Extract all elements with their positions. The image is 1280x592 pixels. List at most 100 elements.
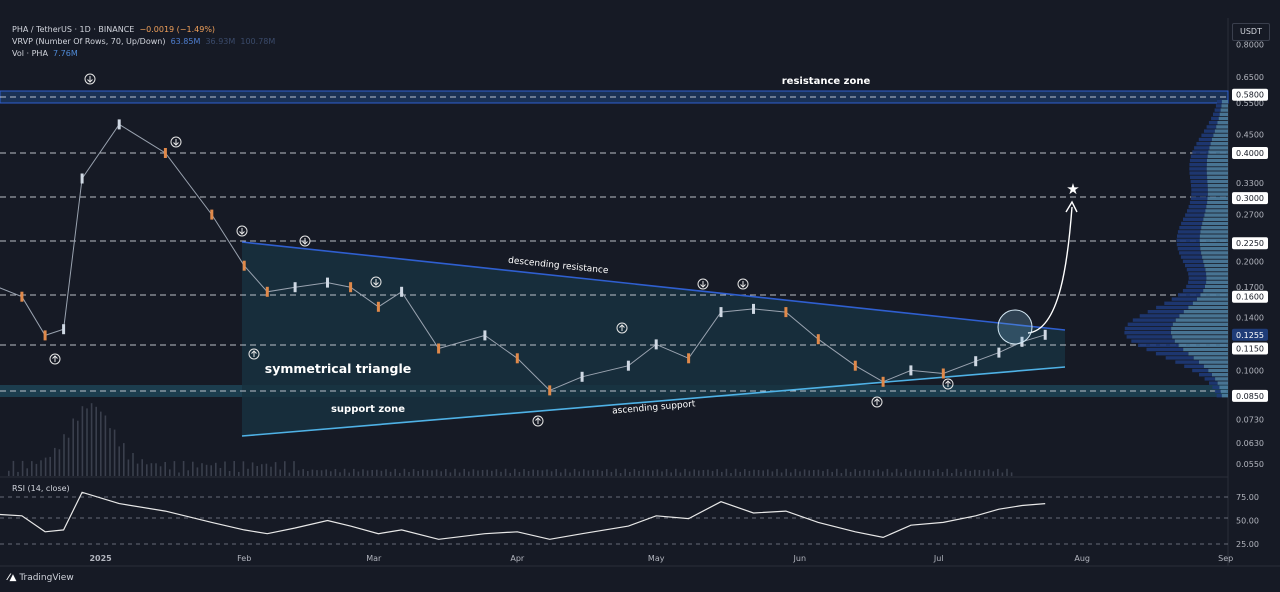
volume-profile-bar-up: [1176, 242, 1200, 247]
volume-profile-bar-down: [1178, 343, 1228, 347]
volume-bar: [969, 470, 971, 476]
volume-bar: [297, 470, 300, 476]
volume-bar: [77, 420, 79, 476]
volume-profile-bar-up: [1191, 192, 1208, 196]
volume-profile-bar-down: [1207, 184, 1228, 188]
time-axis[interactable]: 2025 Feb Mar Apr May Jun Jul Aug Sep: [89, 554, 1233, 563]
volume-bar: [256, 466, 258, 476]
volume-profile-bar-down: [1207, 196, 1228, 200]
volume-bar: [279, 469, 281, 476]
price-candle: [654, 339, 658, 350]
volume-bar: [155, 463, 157, 476]
volume-bar: [403, 468, 406, 476]
volume-bar: [767, 469, 769, 476]
volume-bar: [49, 456, 51, 476]
volume-profile-bar-down: [1220, 389, 1228, 394]
volume-bar: [169, 469, 171, 476]
volume-profile-bar-down: [1201, 251, 1228, 255]
volume-profile-bar-up: [1187, 209, 1206, 213]
volume-profile-bar-up: [1214, 108, 1221, 112]
volume-title: Vol · PHA: [12, 49, 48, 58]
volume-profile-bar-down: [1193, 356, 1228, 360]
volume-bar: [113, 429, 116, 476]
price-candle: [816, 334, 820, 345]
time-tick-label: Sep: [1218, 554, 1233, 563]
pivot-down-icon: [697, 278, 709, 290]
volume-bar: [463, 468, 465, 476]
volume-bar: [8, 470, 10, 476]
volume-bar: [270, 466, 272, 476]
price-level-tags: 0.5800 0.4000 0.3000 0.2250 0.1600 0.1255 0.11…: [1232, 88, 1268, 402]
volume-profile-bar-down: [1204, 213, 1228, 217]
volume-profile-bar-up: [1189, 163, 1207, 167]
volume-profile-bar-down: [1171, 331, 1228, 335]
currency-button[interactable]: USDT: [1232, 23, 1270, 41]
volume-bar: [836, 468, 838, 476]
volume-bar: [224, 461, 226, 476]
volume-profile-bar-down: [1213, 133, 1228, 137]
volume-bar: [992, 471, 994, 476]
volume-bar: [132, 453, 134, 476]
volume-bar: [813, 470, 815, 476]
volume-profile-bar-down: [1208, 150, 1228, 154]
volume-bar: [477, 470, 479, 476]
volume-bar: [868, 470, 870, 476]
vrvp-value-up: 63.85M: [170, 37, 201, 46]
branding-text: TradingView: [19, 573, 74, 583]
volume-legend[interactable]: Vol · PHA 7.76M: [12, 49, 78, 58]
volume-bar: [210, 465, 212, 476]
volume-bar: [928, 469, 930, 476]
descending-resistance-line[interactable]: [241, 241, 1066, 331]
volume-bar: [509, 472, 511, 476]
volume-value: 7.76M: [53, 49, 78, 58]
volume-bar: [468, 471, 470, 476]
volume-profile-bar-down: [1207, 179, 1228, 184]
volume-bar: [569, 472, 571, 476]
volume-bar: [937, 469, 939, 476]
volume-bar: [247, 468, 249, 476]
symbol-legend[interactable]: PHA / TetherUS · 1D · BINANCE −0.0019 (−…: [12, 25, 215, 34]
volume-profile: [1124, 100, 1228, 398]
price-candle: [515, 353, 519, 364]
volume-profile-bar-up: [1185, 263, 1205, 268]
price-tick-label: 0.0630: [1236, 439, 1264, 448]
volume-profile-bar-up: [1192, 368, 1209, 373]
volume-bar: [960, 471, 962, 476]
projection-arrowhead: [1065, 200, 1078, 213]
volume-bar: [684, 468, 686, 476]
volume-profile-bar-down: [1197, 297, 1228, 301]
price-change: −0.0019 (−1.49%): [139, 25, 216, 34]
volume-bar: [196, 467, 199, 476]
volume-profile-bar-down: [1205, 284, 1228, 289]
volume-bar: [353, 468, 355, 476]
volume-bar: [711, 470, 714, 476]
volume-bar: [790, 472, 792, 476]
volume-profile-bar-up: [1179, 226, 1202, 230]
volume-bar: [964, 469, 967, 476]
ascending-support-line[interactable]: [241, 366, 1066, 437]
volume-bar: [435, 469, 438, 476]
price-candle: [437, 343, 441, 354]
volume-bar: [840, 473, 843, 476]
rsi-tick-label: 25.00: [1236, 540, 1259, 549]
volume-profile-bar-down: [1200, 247, 1228, 251]
volume-bar: [624, 468, 626, 476]
volume-bar: [445, 469, 447, 476]
volume-profile-bar-down: [1172, 322, 1228, 326]
volume-profile-bar-down: [1205, 268, 1228, 272]
tradingview-logo[interactable]: ⁄▲ TradingView: [8, 573, 74, 583]
volume-bar: [95, 406, 97, 476]
volume-bar: [863, 469, 866, 476]
volume-profile-bar-up: [1177, 247, 1201, 251]
volume-profile-bar-down: [1203, 289, 1228, 293]
price-candle: [548, 385, 552, 396]
volume-bar: [12, 460, 15, 476]
volume-bar: [293, 461, 295, 476]
price-tick-label: 0.5500: [1236, 99, 1264, 108]
volume-bar: [339, 472, 341, 476]
volume-bar: [81, 406, 84, 476]
price-axis[interactable]: 0.8000 0.6500 0.5500 0.4500 0.3300 0.2700 0.20…: [1236, 40, 1264, 469]
vrvp-legend[interactable]: VRVP (Number Of Rows, 70, Up/Down) 63.85…: [12, 37, 275, 46]
pivot-markers: [49, 73, 954, 427]
